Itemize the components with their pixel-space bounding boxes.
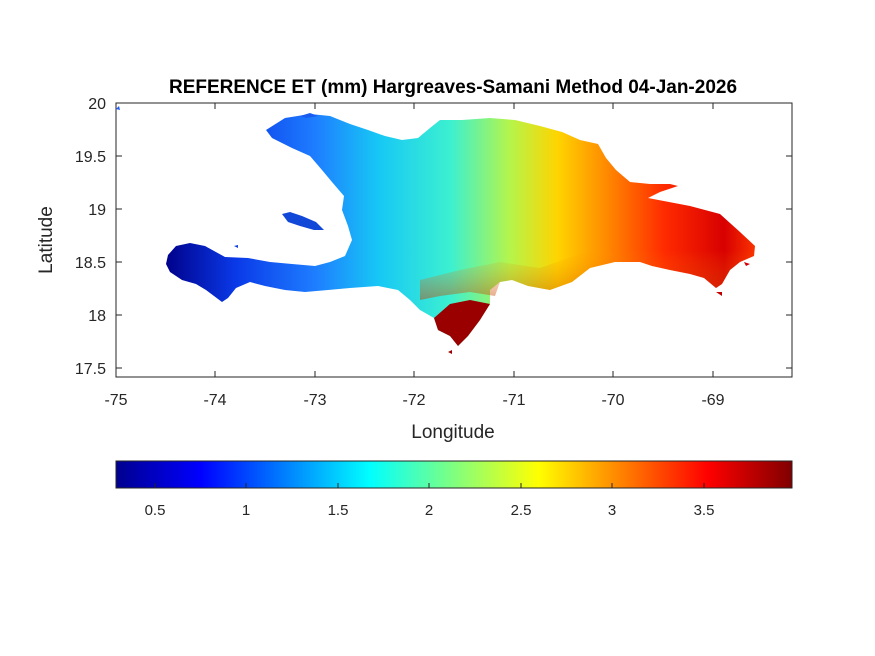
- y-tick-label: 18.5: [75, 255, 106, 272]
- colorbar-tick-label: 1.5: [328, 502, 349, 519]
- x-tick-label: -73: [303, 392, 326, 409]
- x-tick-label: -71: [502, 392, 525, 409]
- colorbar-tick-label: 3: [608, 502, 616, 519]
- y-tick-label: 20: [88, 96, 106, 113]
- hispaniola-et-field: [116, 106, 755, 354]
- x-axis-label: Longitude: [411, 422, 494, 443]
- y-tick-label: 19: [88, 202, 106, 219]
- colorbar-tick-label: 2: [425, 502, 433, 519]
- x-axis: -75 -74 -73 -72 -71 -70 -69: [104, 103, 725, 409]
- y-tick-label: 18: [88, 308, 106, 325]
- y-tick-label: 17.5: [75, 361, 106, 378]
- x-tick-label: -72: [402, 392, 425, 409]
- map-title: REFERENCE ET (mm) Hargreaves-Samani Meth…: [169, 77, 737, 98]
- x-tick-label: -74: [203, 392, 226, 409]
- colorbar-tick-label: 0.5: [145, 502, 166, 519]
- colorbar: 0.5 1 1.5 2 2.5 3 3.5: [115, 460, 793, 519]
- x-tick-label: -75: [104, 392, 127, 409]
- colorbar-gradient: [115, 460, 793, 489]
- y-axis: 20 19.5 19 18.5 18 17.5: [75, 96, 792, 378]
- colorbar-tick-label: 3.5: [694, 502, 715, 519]
- colorbar-tick-label: 1: [242, 502, 250, 519]
- colorbar-tick-label: 2.5: [511, 502, 532, 519]
- x-tick-label: -70: [601, 392, 624, 409]
- y-tick-label: 19.5: [75, 149, 106, 166]
- x-tick-label: -69: [701, 392, 724, 409]
- y-axis-label: Latitude: [36, 206, 57, 274]
